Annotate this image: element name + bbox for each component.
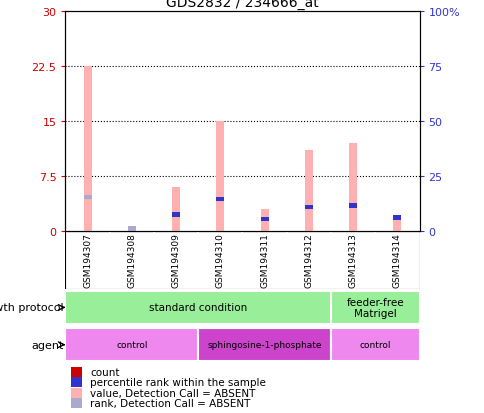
- Bar: [83, 67, 91, 231]
- Title: GDS2832 / 234666_at: GDS2832 / 234666_at: [166, 0, 318, 10]
- Bar: [304, 151, 312, 231]
- Bar: [216, 122, 224, 231]
- Text: GSM194311: GSM194311: [259, 233, 269, 287]
- Bar: [216, 197, 224, 202]
- Text: count: count: [91, 367, 120, 377]
- Bar: [83, 195, 91, 199]
- Bar: [128, 227, 136, 231]
- Text: GSM194314: GSM194314: [392, 233, 401, 287]
- Bar: [348, 144, 356, 231]
- Bar: [198, 328, 330, 362]
- Bar: [260, 217, 268, 221]
- Bar: [65, 291, 330, 325]
- Text: value, Detection Call = ABSENT: value, Detection Call = ABSENT: [91, 388, 256, 398]
- Bar: [260, 209, 268, 231]
- Bar: [71, 377, 82, 387]
- Text: GSM194312: GSM194312: [304, 233, 313, 287]
- Text: GSM194310: GSM194310: [215, 233, 225, 287]
- Bar: [330, 291, 419, 325]
- Text: GSM194308: GSM194308: [127, 233, 136, 287]
- Text: percentile rank within the sample: percentile rank within the sample: [91, 377, 266, 387]
- Bar: [393, 217, 401, 231]
- Text: GSM194307: GSM194307: [83, 233, 92, 287]
- Bar: [348, 204, 356, 208]
- Bar: [71, 399, 82, 408]
- Text: agent: agent: [31, 340, 63, 350]
- Text: standard condition: standard condition: [149, 303, 247, 313]
- Bar: [65, 328, 198, 362]
- Bar: [393, 216, 401, 221]
- Text: control: control: [359, 340, 390, 349]
- Bar: [71, 367, 82, 377]
- Bar: [172, 188, 180, 231]
- Text: sphingosine-1-phosphate: sphingosine-1-phosphate: [207, 340, 321, 349]
- Text: GSM194309: GSM194309: [171, 233, 180, 287]
- Text: feeder-free
Matrigel: feeder-free Matrigel: [346, 297, 403, 318]
- Text: rank, Detection Call = ABSENT: rank, Detection Call = ABSENT: [91, 399, 250, 408]
- Bar: [172, 213, 180, 217]
- Bar: [304, 205, 312, 209]
- Text: GSM194313: GSM194313: [348, 233, 357, 287]
- Bar: [330, 328, 419, 362]
- Bar: [71, 388, 82, 398]
- Text: growth protocol: growth protocol: [0, 303, 63, 313]
- Text: control: control: [116, 340, 147, 349]
